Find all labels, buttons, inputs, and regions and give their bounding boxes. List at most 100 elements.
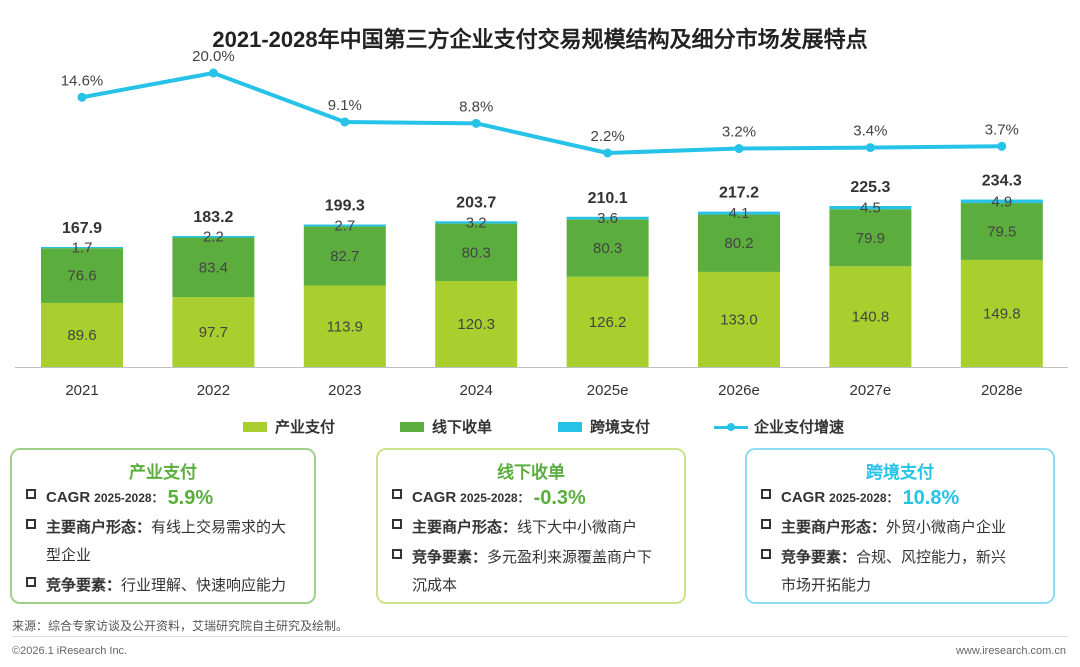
bar-cross-2028e	[960, 199, 1043, 204]
bar-offline-2028e	[960, 203, 1043, 260]
cagr-period: 2025-2028：	[829, 491, 899, 505]
compete-value-cont: 市场开拓能力	[781, 577, 872, 594]
bar-label-offline-2023: 82.7	[330, 248, 359, 265]
copyright: ©2026.1 iResearch Inc.	[12, 645, 128, 657]
total-label-2023: 199.3	[325, 198, 365, 215]
legend-label-growth: 企业支付增速	[754, 419, 845, 436]
x-tick-label-2026e: 2026e	[718, 382, 760, 399]
growth-label-2024: 8.8%	[459, 98, 493, 115]
cagr-label: CAGR	[46, 489, 91, 506]
growth-point-2023	[340, 117, 350, 127]
cagr-label: CAGR	[412, 489, 457, 506]
bar-industry-2024	[435, 280, 518, 367]
bar-offline-2026e	[698, 214, 780, 272]
growth-label-2026e: 3.2%	[722, 124, 756, 141]
card-industry-cagr-row: CAGR 2025-2028： 5.9%	[26, 484, 213, 512]
bar-label-offline-2027e: 79.9	[856, 230, 885, 247]
growth-line	[81, 71, 1002, 155]
bar-industry-2023	[303, 285, 386, 367]
checkbox-icon	[761, 549, 771, 559]
growth-label-2028e: 3.7%	[985, 121, 1019, 138]
cagr-value: -0.3%	[533, 487, 586, 509]
compete-label: 竞争要素：	[46, 577, 122, 594]
bar-label-offline-2022: 83.4	[199, 259, 228, 276]
growth-point-2027e	[865, 143, 875, 153]
total-label-2021: 167.9	[62, 220, 102, 237]
card-offline-title: 线下收单	[497, 463, 565, 482]
cagr-value: 10.8%	[902, 487, 960, 509]
bar-offline-2023	[303, 226, 386, 286]
growth-label-2022: 20.0%	[192, 48, 235, 65]
website-link[interactable]: www.iresearch.com.cn	[955, 645, 1066, 657]
legend-swatch-cross	[558, 421, 582, 432]
legend-item-cross: 跨境支付	[558, 416, 650, 437]
merchant-value-cont: 型企业	[46, 547, 92, 564]
growth-label-2027e: 3.4%	[853, 123, 887, 140]
checkbox-icon	[392, 489, 402, 499]
stacked-bar-chart: 89.6 76.6 1.7 167.9 2021 97.7 83.4 2.2 183.2 2022…	[15, 48, 1068, 399]
merchant-label: 主要商户形态：	[781, 519, 887, 536]
bar-label-cross-2026e: 4.1	[729, 205, 750, 222]
bar-label-cross-2024: 3.2	[466, 214, 487, 231]
legend-label-offline: 线下收单	[432, 419, 493, 436]
cagr-value: 5.9%	[167, 487, 214, 509]
merchant-label: 主要商户形态：	[412, 519, 518, 536]
checkbox-icon	[26, 577, 36, 587]
compete-value-cont: 沉成本	[412, 577, 458, 594]
bar-label-cross-2025e: 3.6	[597, 210, 618, 227]
bar-cross-2027e	[829, 205, 912, 210]
bar-cross-2025e	[566, 216, 649, 220]
growth-point-2024	[471, 118, 481, 128]
x-tick-label-2023: 2023	[328, 382, 361, 399]
legend-swatch-growth	[714, 422, 748, 432]
growth-label-2021: 14.6%	[61, 72, 104, 89]
total-label-2022: 183.2	[193, 209, 233, 226]
bar-cross-2026e	[698, 211, 780, 215]
x-tick-label-2027e: 2027e	[850, 382, 892, 399]
bar-industry-2025e	[566, 276, 649, 367]
bar-label-offline-2026e: 80.2	[724, 235, 753, 252]
x-tick-label-2021: 2021	[65, 382, 98, 399]
bar-label-cross-2022: 2.2	[203, 229, 224, 246]
legend-swatch-offline	[400, 421, 424, 432]
checkbox-icon	[392, 519, 402, 529]
bar-label-cross-2028e: 4.9	[991, 193, 1012, 210]
compete-value: 合规、风控能力，新兴	[856, 549, 1007, 566]
x-tick-label-2024: 2024	[460, 382, 493, 399]
bar-label-industry-2027e: 140.8	[852, 309, 890, 326]
legend-swatch-industry	[243, 421, 267, 432]
legend-item-industry: 产业支付	[243, 416, 335, 437]
bar-offline-2024	[435, 223, 518, 281]
bar-label-industry-2021: 89.6	[67, 327, 96, 344]
bar-offline-2025e	[566, 219, 649, 277]
footer-divider	[12, 636, 1068, 637]
card-offline-merchant-row: 主要商户形态： 线下大中小微商户	[392, 514, 637, 542]
checkbox-icon	[761, 489, 771, 499]
source-note: 来源：综合专家访谈及公开资料，艾瑞研究院自主研究及绘制。	[12, 619, 349, 633]
bar-label-industry-2024: 120.3	[457, 316, 495, 333]
x-tick-label-2022: 2022	[197, 382, 230, 399]
chart-legend: 产业支付 线下收单 跨境支付 企业支付增速	[0, 416, 1080, 442]
cagr-period: 2025-2028：	[94, 491, 164, 505]
merchant-value: 有线上交易需求的大	[151, 519, 287, 536]
legend-item-growth: 企业支付增速	[714, 416, 844, 437]
card-industry-merchant-row: 主要商户形态：有线上交易需求的大 型企业	[26, 514, 316, 570]
growth-point-2025e	[603, 148, 613, 158]
card-industry-title: 产业支付	[129, 463, 197, 482]
legend-label-cross: 跨境支付	[590, 419, 651, 436]
compete-value: 多元盈利来源覆盖商户下	[487, 549, 653, 566]
bar-label-offline-2021: 76.6	[67, 268, 96, 285]
card-offline-acquiring: 线下收单 CAGR 2025-2028： -0.3% 主要商户形态： 线下大中小…	[376, 448, 686, 604]
growth-point-2021	[77, 92, 87, 102]
card-cross-title: 跨境支付	[866, 463, 934, 482]
bar-industry-2021	[41, 302, 123, 367]
bar-label-offline-2028e: 79.5	[987, 223, 1016, 240]
bar-label-offline-2024: 80.3	[462, 244, 491, 261]
bar-cross-2021	[41, 246, 123, 249]
legend-item-offline: 线下收单	[400, 416, 492, 437]
bar-label-cross-2021: 1.7	[72, 240, 93, 257]
total-label-2027e: 225.3	[850, 179, 890, 196]
bar-label-industry-2023: 113.9	[327, 318, 363, 335]
bar-cross-2022	[172, 235, 255, 238]
bar-industry-2026e	[698, 271, 780, 367]
